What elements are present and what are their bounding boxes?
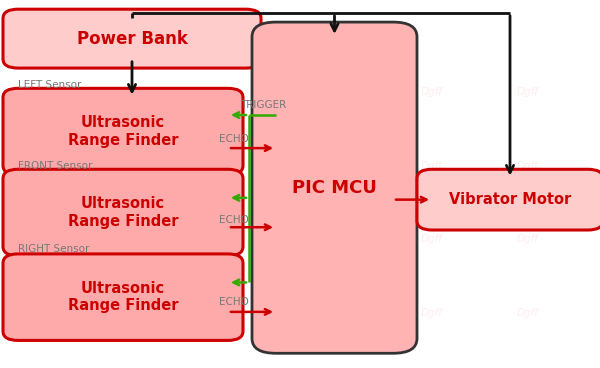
FancyBboxPatch shape <box>3 88 243 175</box>
FancyBboxPatch shape <box>3 254 243 340</box>
Text: FRONT Sensor: FRONT Sensor <box>18 161 92 171</box>
Text: Dgff: Dgff <box>517 160 539 171</box>
Text: Dgff: Dgff <box>181 87 203 97</box>
Text: Ultrasonic
Range Finder: Ultrasonic Range Finder <box>68 115 178 148</box>
Text: Dgff: Dgff <box>61 308 83 318</box>
Text: Dgff: Dgff <box>61 234 83 244</box>
Text: Dgff: Dgff <box>301 160 323 171</box>
Text: Dgff: Dgff <box>301 87 323 97</box>
Text: Dgff: Dgff <box>421 160 443 171</box>
Text: Dgff: Dgff <box>181 160 203 171</box>
Text: Ultrasonic
Range Finder: Ultrasonic Range Finder <box>68 281 178 314</box>
Text: ECHO: ECHO <box>219 297 249 307</box>
Text: Dgff: Dgff <box>517 234 539 244</box>
Text: Dgff: Dgff <box>181 234 203 244</box>
FancyBboxPatch shape <box>3 169 243 256</box>
Text: LEFT Sensor: LEFT Sensor <box>18 80 82 90</box>
Text: Dgff: Dgff <box>421 87 443 97</box>
FancyBboxPatch shape <box>252 22 417 353</box>
Text: Dgff: Dgff <box>301 234 323 244</box>
Text: PIC MCU: PIC MCU <box>292 179 377 197</box>
Text: Vibrator Motor: Vibrator Motor <box>449 192 571 207</box>
Text: Power Bank: Power Bank <box>77 30 187 47</box>
FancyBboxPatch shape <box>417 169 600 230</box>
Text: Dgff: Dgff <box>517 87 539 97</box>
Text: Dgff: Dgff <box>421 234 443 244</box>
Text: Dgff: Dgff <box>301 308 323 318</box>
Text: ECHO: ECHO <box>219 215 249 225</box>
Text: TRIGGER: TRIGGER <box>240 100 286 110</box>
Text: Dgff: Dgff <box>61 87 83 97</box>
Text: Dgff: Dgff <box>421 308 443 318</box>
Text: Dgff: Dgff <box>517 308 539 318</box>
Text: Dgff: Dgff <box>61 160 83 171</box>
Text: Dgff: Dgff <box>181 308 203 318</box>
Text: ECHO: ECHO <box>219 134 249 144</box>
Text: RIGHT Sensor: RIGHT Sensor <box>18 244 89 254</box>
FancyBboxPatch shape <box>3 9 261 68</box>
Text: Ultrasonic
Range Finder: Ultrasonic Range Finder <box>68 196 178 229</box>
